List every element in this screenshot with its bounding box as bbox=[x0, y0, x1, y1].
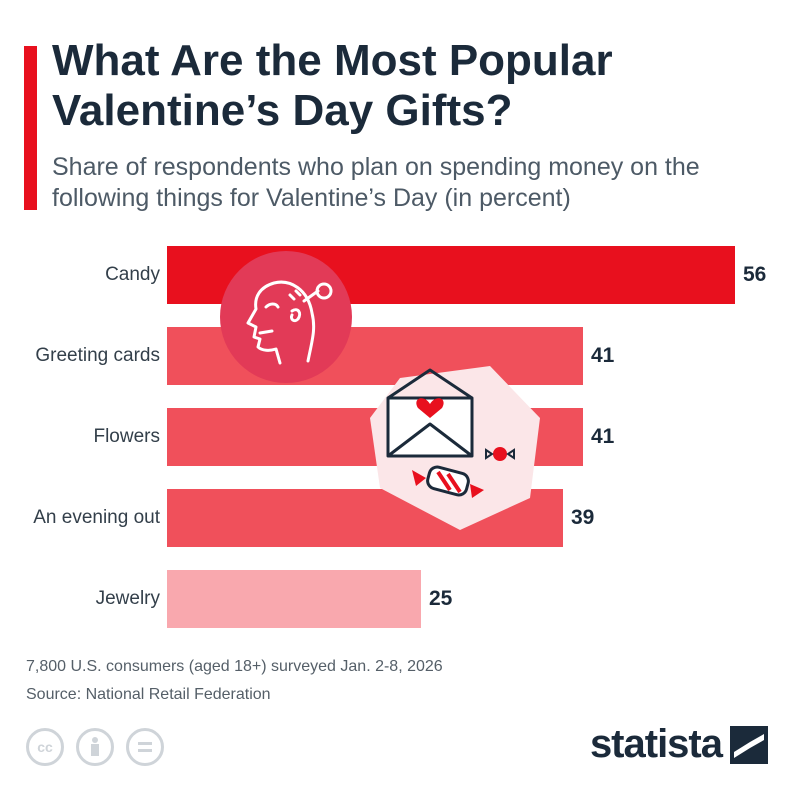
cc-icon[interactable]: cc bbox=[26, 728, 64, 766]
category-label: Greeting cards bbox=[35, 345, 160, 366]
category-label: Jewelry bbox=[95, 588, 160, 609]
value-label: 39 bbox=[571, 506, 595, 529]
statista-mark-icon bbox=[730, 725, 768, 764]
candy-icon bbox=[412, 447, 515, 498]
statista-logo[interactable]: statista bbox=[590, 722, 768, 767]
license-icons: cc bbox=[26, 728, 164, 766]
envelope-heart-icon bbox=[360, 358, 560, 538]
survey-note: 7,800 U.S. consumers (aged 18+) surveyed… bbox=[26, 658, 443, 675]
value-label: 25 bbox=[429, 587, 453, 610]
title-accent-bar bbox=[24, 46, 37, 210]
brand-name: statista bbox=[589, 722, 723, 766]
attribution-icon[interactable] bbox=[76, 728, 114, 766]
value-label: 56 bbox=[743, 263, 767, 286]
chart-title: What Are the Most Popular Valentine’s Da… bbox=[52, 36, 613, 135]
category-label: Candy bbox=[105, 264, 160, 285]
source-note: Source: National Retail Federation bbox=[26, 686, 271, 703]
value-label: 41 bbox=[591, 344, 615, 367]
frustrated-head-icon bbox=[220, 251, 352, 383]
chart-subtitle: Share of respondents who plan on spendin… bbox=[52, 153, 700, 212]
no-derivatives-icon[interactable] bbox=[126, 728, 164, 766]
category-label: An evening out bbox=[33, 507, 160, 528]
bar bbox=[167, 570, 421, 628]
category-label: Flowers bbox=[93, 426, 160, 447]
value-label: 41 bbox=[591, 425, 615, 448]
